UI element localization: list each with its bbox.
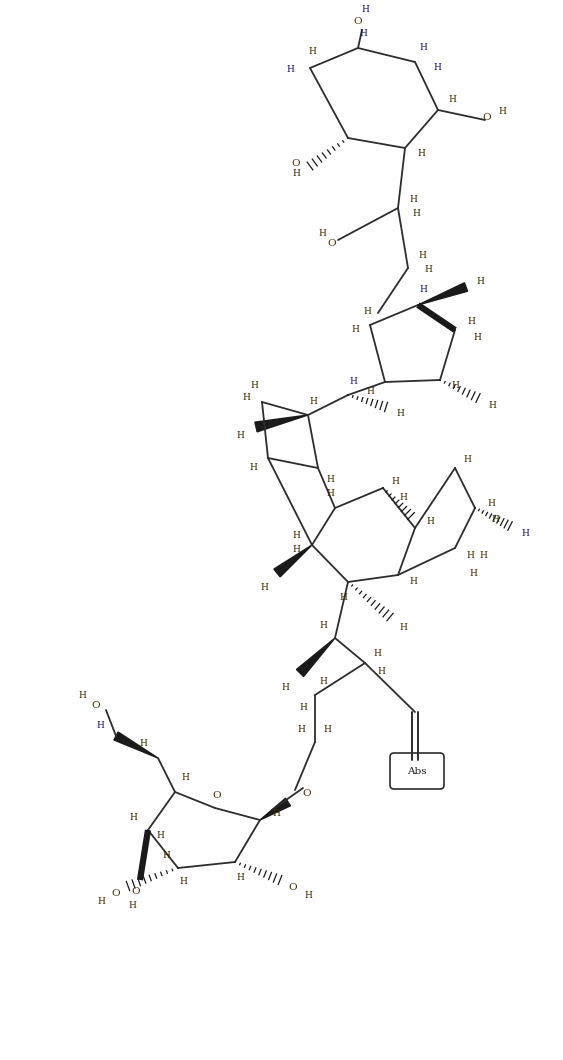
Text: H: H [326,476,334,484]
Text: H: H [391,477,399,487]
Text: O: O [132,887,140,897]
Text: H: H [351,325,359,335]
Text: H: H [139,739,147,747]
Text: O: O [482,113,491,123]
Text: H: H [473,334,481,342]
Text: H: H [292,530,300,540]
Text: H: H [498,107,506,117]
Text: H: H [479,551,487,561]
Text: H: H [349,376,357,386]
Text: H: H [419,43,427,53]
Text: H: H [451,381,459,389]
Text: H: H [286,66,294,74]
Text: H: H [319,676,327,686]
Text: H: H [467,318,475,326]
Text: O: O [292,159,300,169]
Text: H: H [128,901,136,911]
Text: Abs: Abs [407,766,427,776]
Text: H: H [308,48,316,56]
Text: H: H [272,810,280,818]
Text: H: H [250,382,258,390]
Text: O: O [354,18,363,26]
Text: H: H [418,251,426,261]
Text: H: H [323,725,331,735]
Polygon shape [274,545,312,577]
Text: H: H [399,622,407,632]
Text: H: H [417,148,425,158]
Text: H: H [292,170,300,178]
Polygon shape [114,732,158,758]
Text: H: H [469,568,477,578]
Text: H: H [361,5,369,15]
Text: H: H [260,583,268,591]
Text: H: H [377,667,385,675]
Text: H: H [448,95,456,105]
Text: H: H [426,517,434,527]
Text: H: H [96,722,104,730]
Text: H: H [319,621,327,631]
Text: O: O [111,889,120,899]
Text: H: H [236,873,244,883]
Text: H: H [292,546,300,554]
Text: H: H [487,498,495,508]
Text: H: H [326,490,334,498]
Text: H: H [156,830,164,840]
Polygon shape [418,283,468,305]
Text: H: H [309,396,317,406]
Text: H: H [463,456,471,464]
Text: H: H [281,684,289,692]
Text: H: H [249,463,257,473]
Text: H: H [409,195,417,205]
Text: O: O [289,883,297,891]
Text: H: H [299,703,307,711]
Text: H: H [488,402,496,410]
Text: H: H [236,430,244,440]
Text: H: H [181,774,189,782]
Text: H: H [363,306,371,316]
Text: O: O [213,792,221,800]
Text: H: H [97,898,105,906]
Text: H: H [412,209,420,217]
Polygon shape [260,798,291,820]
Text: O: O [92,702,100,710]
Text: H: H [359,30,367,38]
Text: H: H [466,551,474,561]
Text: H: H [476,277,484,285]
Text: H: H [491,515,499,525]
Text: H: H [373,649,381,657]
Text: H: H [419,285,427,295]
Text: H: H [129,813,137,823]
Text: H: H [318,229,326,237]
Text: H: H [433,64,441,72]
FancyBboxPatch shape [390,753,444,789]
Text: H: H [399,494,407,502]
Text: O: O [328,238,336,247]
Text: H: H [162,851,170,861]
Text: H: H [297,725,305,735]
Text: H: H [521,530,529,538]
Text: H: H [424,265,432,275]
Text: H: H [339,593,347,601]
Polygon shape [297,638,335,676]
Text: H: H [396,408,404,418]
Polygon shape [255,416,308,431]
Text: H: H [78,691,86,701]
Text: H: H [242,392,250,402]
Text: H: H [366,388,374,396]
Text: H: H [179,878,187,886]
Text: O: O [303,790,311,798]
Text: H: H [304,890,312,900]
Text: H: H [409,577,417,585]
